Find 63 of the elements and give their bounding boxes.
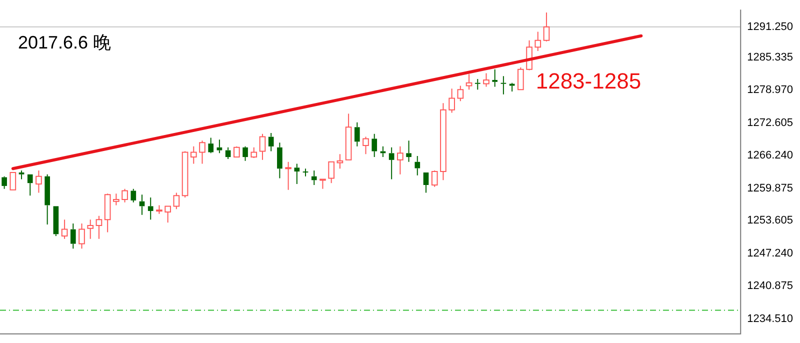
y-tick-label: 1253.605 bbox=[747, 214, 794, 227]
candlestick bbox=[36, 170, 42, 194]
candlestick bbox=[483, 72, 490, 88]
candlestick bbox=[362, 136, 369, 155]
candlestick bbox=[96, 215, 102, 240]
candlestick bbox=[345, 113, 352, 160]
candlestick bbox=[328, 161, 334, 184]
candlestick bbox=[423, 172, 429, 194]
annotation: 1283-1285 bbox=[536, 68, 642, 94]
candlestick bbox=[492, 68, 498, 88]
candlestick bbox=[242, 146, 248, 162]
candlestick bbox=[104, 193, 111, 233]
y-tick-label: 1291.250 bbox=[747, 20, 794, 33]
candlestick bbox=[397, 146, 404, 175]
candlestick bbox=[70, 223, 76, 250]
candlestick bbox=[311, 170, 317, 186]
y-tick-label: 1234.510 bbox=[747, 312, 794, 325]
candlestick bbox=[225, 146, 231, 160]
candlestick bbox=[388, 146, 394, 180]
candlestick bbox=[61, 219, 68, 240]
candlestick bbox=[113, 193, 120, 206]
candlestick bbox=[320, 178, 326, 190]
candlestick bbox=[285, 161, 292, 190]
candlestick bbox=[164, 206, 171, 224]
y-tick-label: 1285.335 bbox=[747, 51, 794, 64]
y-tick-label: 1259.875 bbox=[747, 182, 794, 194]
candlestick bbox=[190, 146, 197, 164]
candlestick bbox=[354, 122, 360, 147]
candlestick bbox=[474, 78, 480, 90]
candlestick bbox=[500, 76, 506, 95]
text: 2017.6.6 晚 bbox=[18, 32, 112, 53]
candlestick bbox=[440, 102, 446, 181]
candlestick bbox=[466, 74, 472, 90]
y-tick-label: 1266.240 bbox=[747, 150, 794, 162]
candlestick bbox=[414, 156, 420, 176]
candlestick bbox=[44, 174, 50, 226]
candlestick bbox=[18, 170, 24, 180]
candlestick bbox=[156, 204, 162, 214]
candlestick bbox=[302, 168, 308, 177]
candlestick bbox=[294, 163, 300, 185]
candlestick bbox=[406, 140, 412, 162]
candlestick bbox=[277, 142, 282, 179]
candlestick bbox=[543, 12, 550, 42]
candlestick bbox=[336, 154, 344, 170]
y-tick-label: 1240.875 bbox=[747, 280, 794, 292]
candlestick bbox=[2, 176, 7, 190]
candlestick bbox=[534, 31, 542, 52]
candlestick bbox=[208, 137, 214, 154]
y-tick-label: 1247.240 bbox=[747, 247, 794, 260]
candlestick bbox=[216, 139, 222, 154]
candlestick bbox=[87, 219, 94, 240]
candlestick bbox=[259, 133, 266, 160]
y-tick-label: 1272.605 bbox=[747, 116, 794, 129]
candlestick bbox=[53, 206, 59, 237]
candlestick bbox=[372, 133, 378, 158]
candlestick bbox=[148, 196, 154, 220]
candlestick bbox=[27, 174, 33, 196]
candlestick bbox=[130, 188, 136, 203]
candlestick bbox=[448, 88, 455, 114]
y-tick-label: 1278.970 bbox=[747, 84, 794, 96]
candlestick bbox=[199, 140, 206, 164]
candlestick bbox=[268, 132, 274, 152]
candlestick bbox=[78, 223, 85, 250]
